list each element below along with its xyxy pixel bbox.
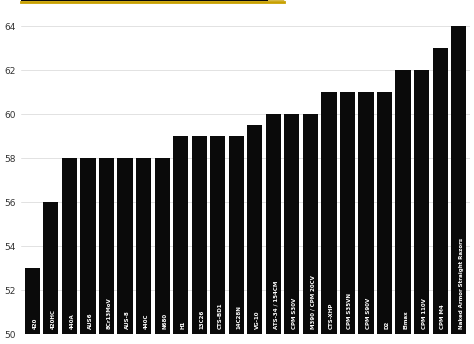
Bar <box>228 136 244 334</box>
Text: Naked Armor Straight Razors: Naked Armor Straight Razors <box>459 238 464 329</box>
Text: 13C26: 13C26 <box>199 310 204 329</box>
Bar <box>99 158 114 334</box>
Bar <box>451 26 466 334</box>
Bar <box>191 136 207 334</box>
Bar <box>321 92 337 334</box>
Text: ATS-34 / 154CM: ATS-34 / 154CM <box>273 280 278 329</box>
Bar <box>81 158 96 334</box>
Text: CPM S30V: CPM S30V <box>292 298 297 329</box>
Text: 420HC: 420HC <box>51 309 56 329</box>
Bar <box>43 202 58 334</box>
Text: H1: H1 <box>181 321 186 329</box>
Bar <box>173 136 188 334</box>
Bar <box>247 125 263 334</box>
Bar <box>266 114 281 334</box>
Text: CTS-BD1: CTS-BD1 <box>218 302 223 329</box>
Bar <box>62 158 77 334</box>
Bar <box>136 158 151 334</box>
Bar <box>284 114 300 334</box>
Text: 14C28N: 14C28N <box>236 305 241 329</box>
Text: CPM S35VN: CPM S35VN <box>347 293 353 329</box>
Text: VG-10: VG-10 <box>255 310 260 329</box>
Bar <box>414 70 429 334</box>
Bar <box>433 48 448 334</box>
Bar <box>358 92 374 334</box>
Text: 440C: 440C <box>144 313 148 329</box>
Bar <box>155 158 170 334</box>
Bar <box>395 70 410 334</box>
Bar <box>210 136 225 334</box>
Bar <box>377 92 392 334</box>
Text: CPM M4: CPM M4 <box>440 304 445 329</box>
Text: AUS6: AUS6 <box>88 312 93 329</box>
Bar <box>118 158 133 334</box>
Text: CTS-XHP: CTS-XHP <box>329 302 334 329</box>
Text: Elmax: Elmax <box>403 310 408 329</box>
Text: M390 / CPM 20CV: M390 / CPM 20CV <box>310 275 315 329</box>
Text: CPM 110V: CPM 110V <box>422 298 427 329</box>
Bar <box>25 268 40 334</box>
Text: CPM S90V: CPM S90V <box>366 298 371 329</box>
Text: 440A: 440A <box>69 313 74 329</box>
Text: N680: N680 <box>162 313 167 329</box>
Text: 420: 420 <box>32 318 37 329</box>
Bar <box>340 92 355 334</box>
Text: D2: D2 <box>384 321 390 329</box>
Text: 8Cr13MoV: 8Cr13MoV <box>107 297 111 329</box>
Bar <box>303 114 318 334</box>
Text: AUS-8: AUS-8 <box>125 310 130 329</box>
